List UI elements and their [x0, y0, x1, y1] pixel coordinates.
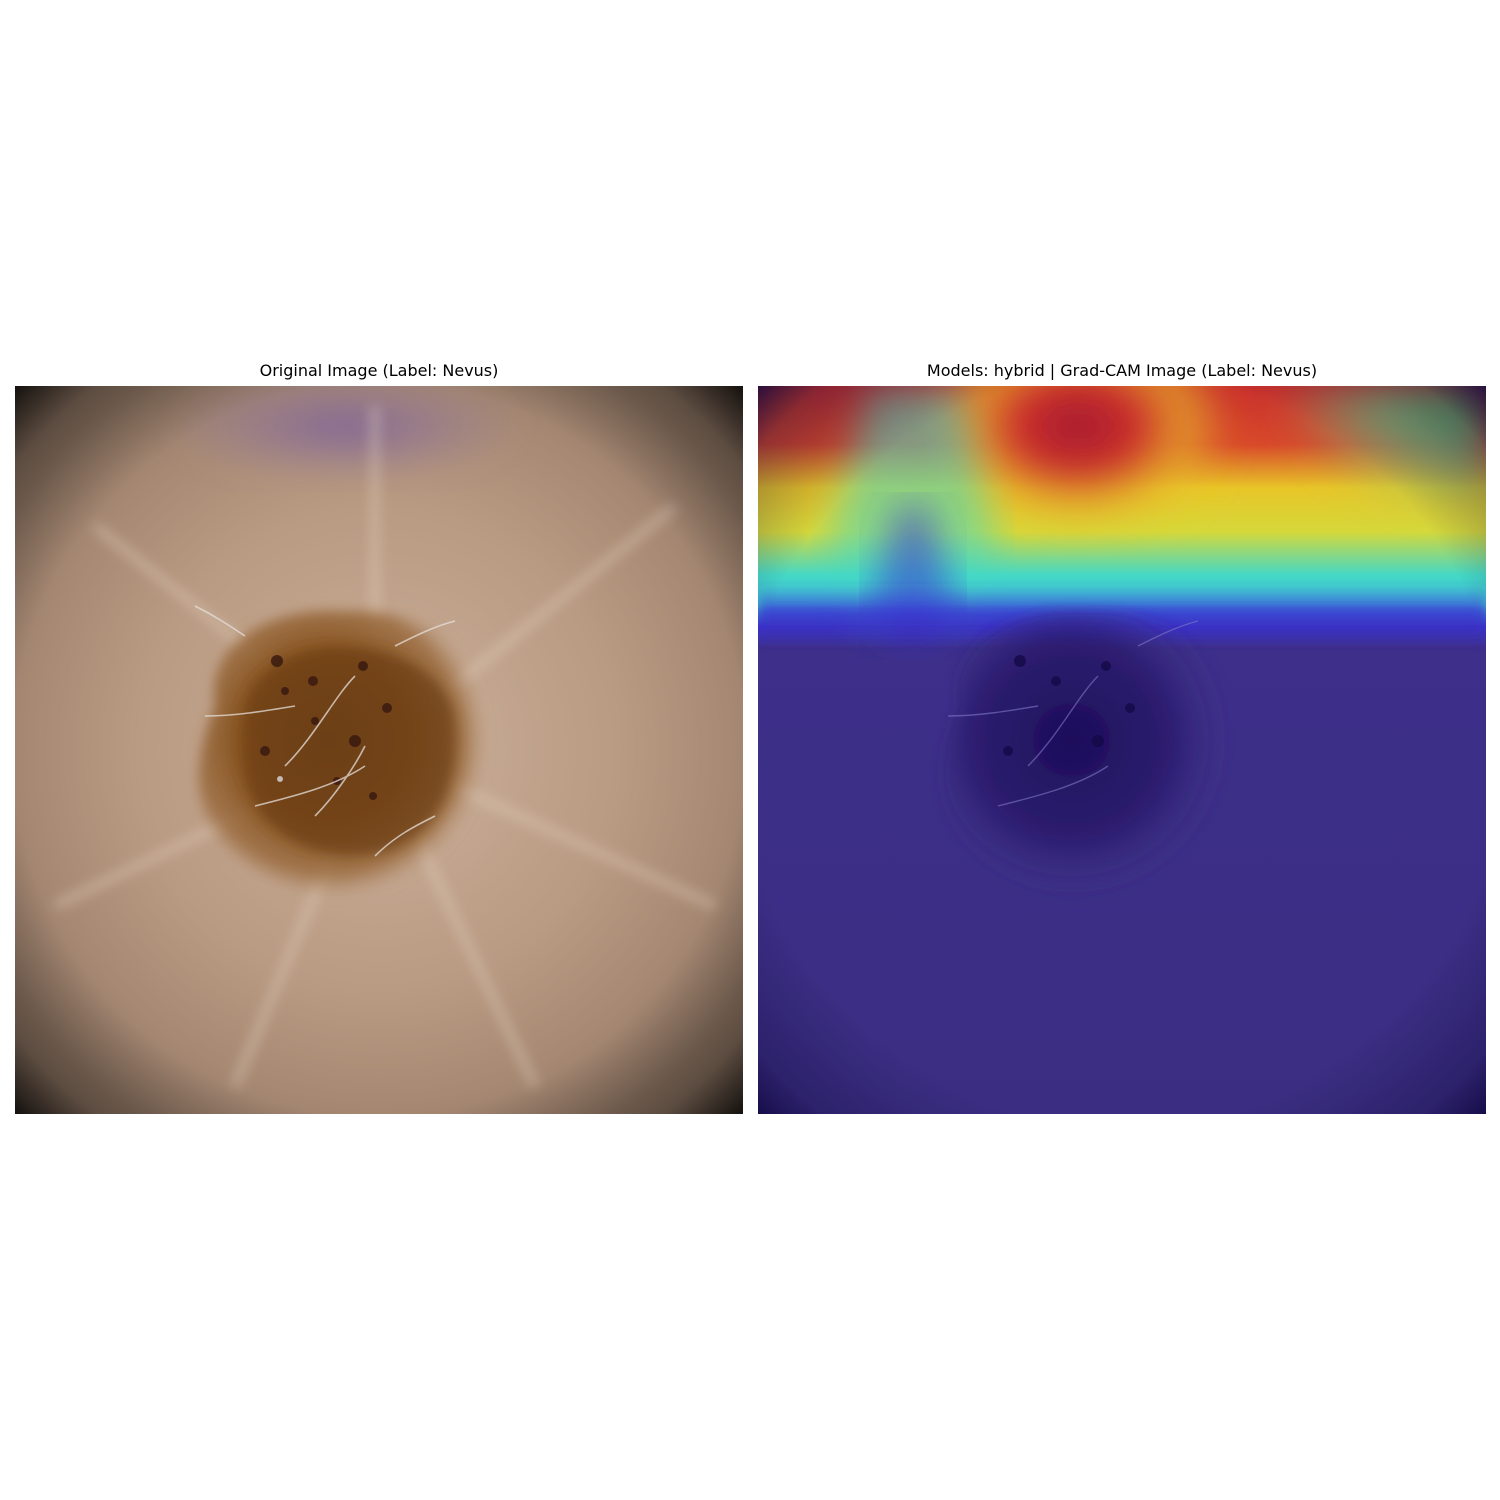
- gradcam-image-title: Models: hybrid | Grad-CAM Image (Label: …: [926, 361, 1318, 380]
- gradcam-heatmap-image: [758, 386, 1486, 1114]
- gradcam-image-panel: Models: hybrid | Grad-CAM Image (Label: …: [758, 360, 1486, 1114]
- original-image-panel: Original Image (Label: Nevus): [15, 360, 743, 1114]
- original-image-title: Original Image (Label: Nevus): [259, 361, 499, 380]
- original-dermoscopy-image: [15, 386, 743, 1114]
